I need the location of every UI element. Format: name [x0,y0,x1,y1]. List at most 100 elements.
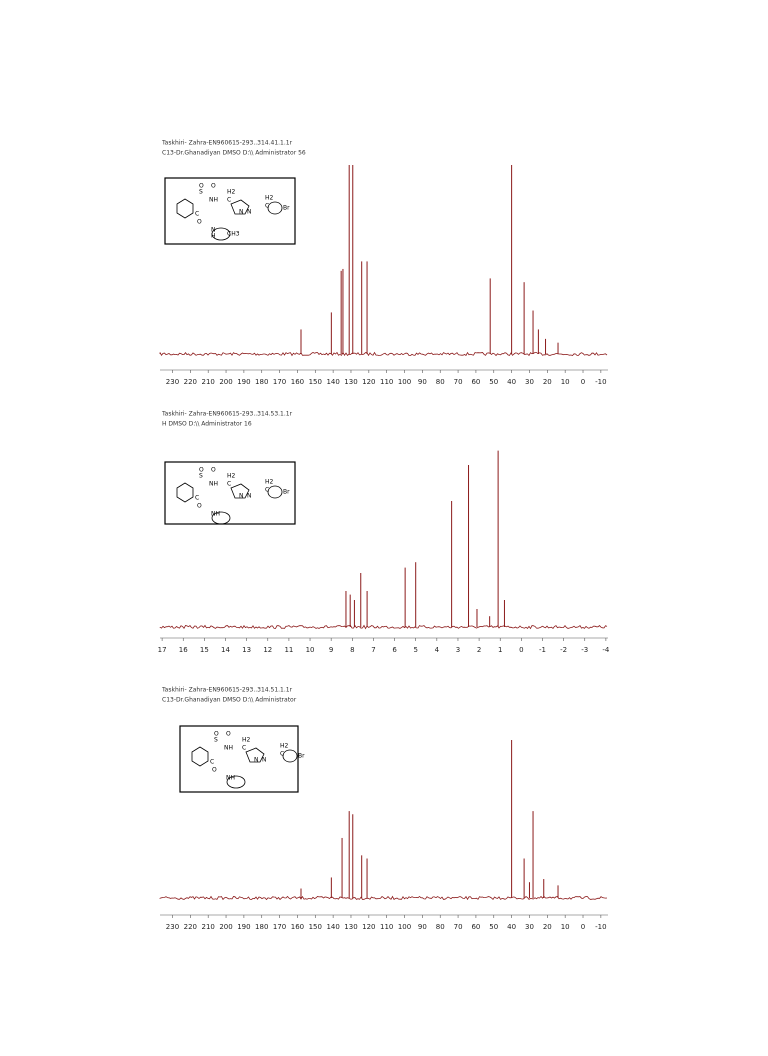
x-tick-label: 7 [371,646,375,654]
structure-label: Br [283,489,290,496]
x-tick-label: 80 [436,923,445,931]
structure-label: N [211,227,216,234]
x-tick-label: 20 [543,923,552,931]
spectrum-title: Taskhiri- Zahra-EN960615-293..314.53.1.1… [161,411,293,418]
x-tick-label: 15 [200,646,209,654]
structure-label: Br [283,205,290,212]
spectrum-title: Taskhiri- Zahra-EN960615-293..314.51.1.1… [161,687,293,694]
x-tick-label: 90 [418,923,427,931]
x-tick-label: 17 [158,646,167,654]
structure-label: C [242,745,246,752]
structure-label: S [199,189,203,196]
bromophenyl-ring [282,749,298,763]
x-tick-label: 200 [219,378,232,386]
x-tick-label: 230 [166,923,179,931]
structure-label: C [280,751,284,758]
x-tick-label: 110 [380,378,393,386]
x-tick-label: 70 [454,378,463,386]
baseline-noise [159,624,608,630]
pyrazole-ring [230,483,250,499]
x-tick-label: 120 [362,378,375,386]
structure-label: C [195,495,199,502]
x-tick-label: 160 [291,378,304,386]
bromophenyl-ring [267,485,283,499]
structure-label: CH3 [227,231,240,238]
structure-label: H [211,233,216,240]
benzene-ring [176,482,194,503]
x-tick-label: 2 [477,646,481,654]
x-tick-label: 12 [263,646,272,654]
x-tick-label: 6 [392,646,397,654]
x-tick-label: 20 [543,378,552,386]
structure-label: O [211,183,216,190]
structure-label: NH [224,745,233,752]
x-tick-label: 200 [219,923,232,931]
structure-label: C [227,481,231,488]
structure-label: S [214,737,218,744]
structure-label: N [247,209,252,216]
x-tick-label: 10 [306,646,315,654]
structure-label: Br [298,753,305,760]
x-tick-label: 40 [507,378,516,386]
structure-label: O [199,183,204,190]
bromophenyl-ring [267,201,283,215]
x-tick-label: 60 [471,378,480,386]
x-tick-label: 10 [561,378,570,386]
x-tick-label: 170 [273,923,286,931]
x-tick-label: 0 [581,378,585,386]
x-tick-label: -10 [595,378,606,386]
x-tick-label: 210 [202,923,215,931]
structure-label: O [214,731,219,738]
x-tick-label: 4 [435,646,440,654]
x-tick-label: 180 [255,378,268,386]
x-tick-label: 1 [498,646,502,654]
x-tick-label: -10 [595,923,606,931]
x-tick-label: 5 [413,646,417,654]
x-tick-label: 180 [255,923,268,931]
x-tick-label: 220 [184,378,197,386]
structure-label: O [212,767,217,774]
structure-label: O [199,467,204,474]
x-tick-label: 120 [362,923,375,931]
x-tick-label: 16 [179,646,188,654]
x-tick-label: 0 [519,646,523,654]
spectrum-title: Taskhiri- Zahra-EN960615-293..314.41.1.1… [161,140,293,147]
x-tick-label: 13 [242,646,251,654]
x-tick-label: 14 [221,646,230,654]
x-tick-label: 150 [309,923,322,931]
structure-label: C [265,203,269,210]
aryl-ring [226,775,246,789]
structure-label: NH [209,481,218,488]
benzene-ring [191,746,209,767]
x-tick-label: 30 [525,923,534,931]
x-tick-label: 50 [489,923,498,931]
aryl-ring [211,227,231,241]
structure-label: H2 [242,737,251,744]
pyrazole-ring [230,199,250,215]
x-tick-label: 60 [471,923,480,931]
x-tick-label: 11 [284,646,293,654]
spectrum-subtitle: C13-Dr.Ghanadiyan DMSO D:\\ Administrato… [162,150,306,157]
x-tick-label: 90 [418,378,427,386]
x-tick-label: 220 [184,923,197,931]
x-tick-label: -3 [581,646,588,654]
structure-label: N [254,757,259,764]
baseline-noise [159,895,608,901]
spectrum-subtitle: H DMSO D:\\ Administrator 16 [162,421,252,428]
structure-box [179,725,299,793]
structure-label: S [199,473,203,480]
baseline-noise [159,351,608,357]
x-tick-label: 80 [436,378,445,386]
x-tick-label: 230 [166,378,179,386]
structure-label: H2 [280,743,289,750]
structure-label: NH [211,511,220,518]
x-tick-label: 30 [525,378,534,386]
structure-label: NH [226,775,235,782]
x-tick-label: 3 [456,646,460,654]
x-tick-label: 160 [291,923,304,931]
structure-label: N [239,493,244,500]
structure-label: H2 [227,473,236,480]
structure-box [164,461,296,525]
structure-label: N [262,757,267,764]
